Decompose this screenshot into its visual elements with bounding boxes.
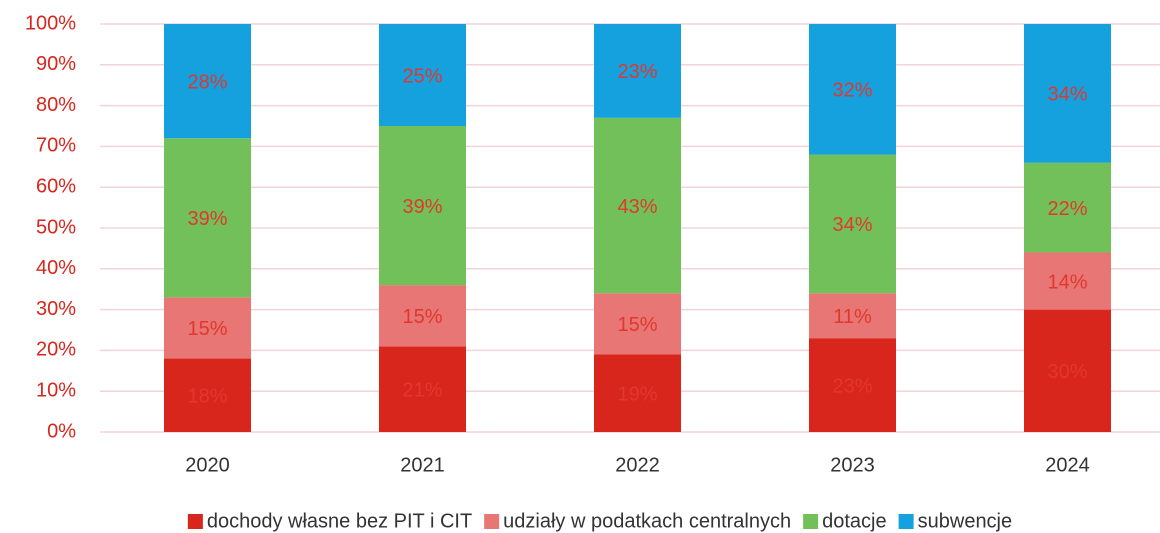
bar-segment — [164, 358, 251, 432]
y-tick-label: 80% — [36, 94, 76, 116]
value-label: 19% — [617, 384, 657, 406]
legend-swatch — [187, 514, 203, 529]
x-tick-label: 2020 — [185, 454, 230, 476]
bar-segment — [379, 24, 466, 126]
value-label: 34% — [832, 214, 872, 236]
y-tick-label: 30% — [36, 298, 76, 320]
bar-segment — [1024, 252, 1111, 310]
value-label: 32% — [832, 80, 872, 102]
bar-segment — [809, 154, 896, 294]
value-label: 14% — [1047, 271, 1087, 293]
value-label: 22% — [1047, 198, 1087, 220]
y-tick-label: 50% — [36, 216, 76, 238]
value-label: 18% — [187, 386, 227, 408]
bar-segment — [809, 338, 896, 432]
value-label: 15% — [617, 314, 657, 336]
x-tick-label: 2021 — [400, 454, 445, 476]
legend-swatch — [803, 514, 819, 529]
legend-label: dochody własne bez PIT i CIT — [207, 510, 472, 532]
bar-segment — [379, 346, 466, 432]
y-tick-label: 70% — [36, 135, 76, 157]
value-label: 39% — [402, 196, 442, 218]
value-label: 15% — [187, 318, 227, 340]
y-tick-label: 90% — [36, 53, 76, 75]
value-label: 23% — [617, 61, 657, 83]
y-tick-label: 40% — [36, 257, 76, 279]
legend-swatch — [484, 514, 500, 529]
x-tick-label: 2022 — [615, 454, 660, 476]
value-label: 15% — [402, 306, 442, 328]
bar-segment — [809, 293, 896, 339]
y-tick-label: 0% — [47, 420, 76, 442]
x-tick-label: 2024 — [1045, 454, 1090, 476]
y-tick-label: 10% — [36, 379, 76, 401]
y-tick-label: 60% — [36, 175, 76, 197]
value-label: 25% — [402, 65, 442, 87]
value-label: 30% — [1047, 361, 1087, 383]
legend-swatch — [898, 514, 914, 529]
value-label: 28% — [187, 71, 227, 93]
bar-segment — [594, 24, 681, 118]
value-label: 11% — [833, 306, 872, 328]
bar-segment — [164, 297, 251, 359]
bar-segment — [1024, 309, 1111, 432]
value-label: 39% — [187, 208, 227, 230]
bar-segment — [1024, 162, 1111, 253]
y-tick-label: 100% — [25, 12, 76, 34]
legend-label: subwencje — [918, 510, 1013, 532]
value-label: 21% — [402, 379, 442, 401]
x-tick-label: 2023 — [830, 454, 875, 476]
bar-segment — [594, 117, 681, 294]
bar-segment — [594, 354, 681, 432]
bar-segment — [594, 293, 681, 355]
bar-segment — [379, 126, 466, 286]
value-label: 43% — [617, 196, 657, 218]
bar-segment — [809, 24, 896, 155]
value-label: 34% — [1047, 84, 1087, 106]
bar-segment — [379, 285, 466, 347]
legend-label: udziały w podatkach centralnych — [503, 510, 791, 532]
legend-label: dotacje — [822, 510, 887, 532]
bar-segment — [164, 24, 251, 139]
value-label: 23% — [832, 375, 872, 397]
y-tick-label: 20% — [36, 339, 76, 361]
bar-segment — [1024, 24, 1111, 163]
bar-segment — [164, 138, 251, 298]
